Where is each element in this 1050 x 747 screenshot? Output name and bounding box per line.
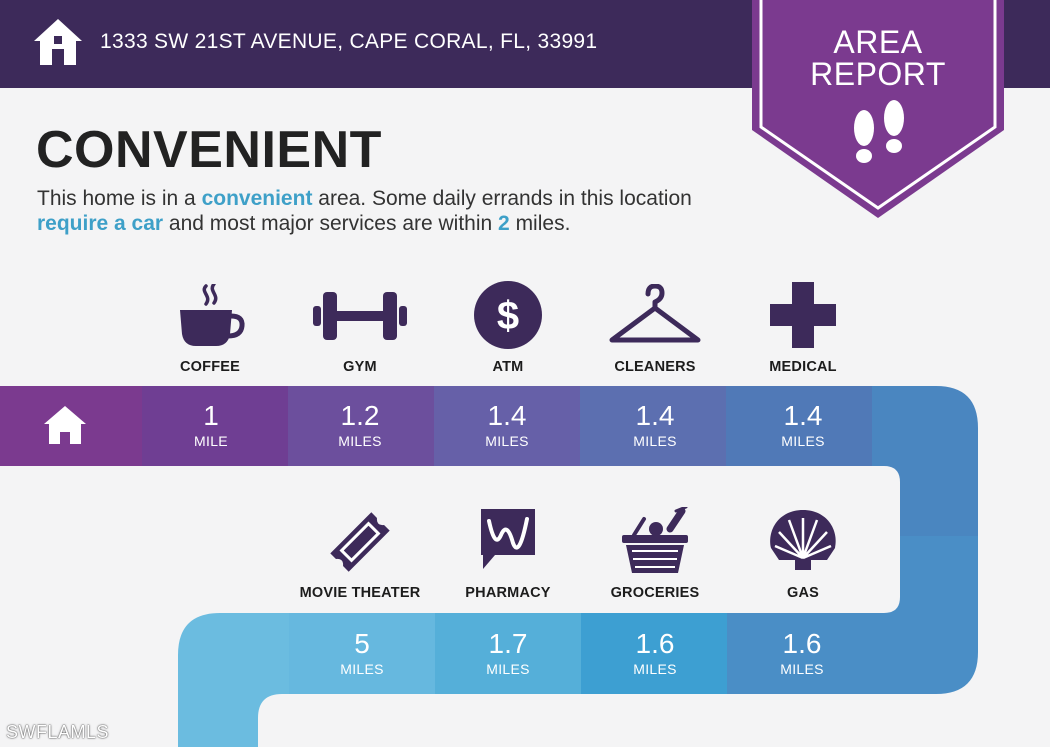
start-house-icon <box>44 406 86 444</box>
distance-cell-pharmacy: 1.7 MILES <box>435 630 581 678</box>
distance-value: 1.2 <box>340 400 380 431</box>
distance-value: 1.4 <box>487 400 527 431</box>
distance-cell-cleaners: 1.4 MILES <box>582 402 728 450</box>
desc-text-2: area. Some daily errands in this locatio… <box>312 187 692 210</box>
distance-cell-coffee: 1 MILE <box>138 402 284 450</box>
distance-value: 1.4 <box>783 400 823 431</box>
distance-unit: MILES <box>338 433 382 449</box>
distance-cell-gas: 1.6 MILES <box>729 630 875 678</box>
distance-unit: MILE <box>194 433 228 449</box>
distance-unit: MILES <box>340 661 384 677</box>
distance-unit: MILES <box>633 433 677 449</box>
distance-value: 1.6 <box>635 628 675 659</box>
distance-value: 1.6 <box>782 628 822 659</box>
desc-highlight-2: require a car <box>37 212 164 235</box>
amenity-label-gas: GAS <box>786 585 820 601</box>
footprints-icon <box>854 100 904 163</box>
distance-unit: MILES <box>633 661 677 677</box>
svg-text:$: $ <box>497 294 519 338</box>
amenity-label-coffee: COFFEE <box>179 359 240 375</box>
property-address: 1333 SW 21ST AVENUE, CAPE CORAL, FL, 339… <box>100 30 598 53</box>
distance-cell-groceries: 1.6 MILES <box>582 630 728 678</box>
medical-cross-icon <box>770 282 836 348</box>
distance-value: 1 <box>203 400 219 431</box>
shell-icon <box>770 510 836 570</box>
distance-value: 1.7 <box>488 628 528 659</box>
distance-value: 5 <box>354 628 370 659</box>
desc-highlight-3: 2 <box>498 212 510 235</box>
amenity-label-groceries: GROCERIES <box>610 585 700 601</box>
distance-cell-medical: 1.4 MILES <box>730 402 876 450</box>
badge-line-1: AREA <box>833 24 923 60</box>
dollar-coin-icon: $ <box>474 281 542 349</box>
amenity-label-cleaners: CLEANERS <box>614 359 696 375</box>
distance-unit: MILES <box>486 661 530 677</box>
desc-text-1: This home is in a <box>37 187 202 210</box>
amenity-label-pharmacy: PHARMACY <box>465 585 551 601</box>
coffee-cup-icon <box>180 284 245 346</box>
amenity-label-atm: ATM <box>492 359 524 375</box>
distance-unit: MILES <box>781 433 825 449</box>
distance-value: 1.4 <box>635 400 675 431</box>
desc-text-4: miles. <box>509 212 571 235</box>
hanger-icon <box>609 284 701 343</box>
amenity-label-movie-theater: MOVIE THEATER <box>299 585 421 601</box>
desc-highlight-1: convenient <box>201 187 313 210</box>
page-title: CONVENIENT <box>36 121 382 179</box>
distance-cell-gym: 1.2 MILES <box>287 402 433 450</box>
amenity-label-gym: GYM <box>343 359 377 375</box>
distance-unit: MILES <box>780 661 824 677</box>
distance-unit: MILES <box>485 433 529 449</box>
walgreens-w-icon <box>481 509 535 569</box>
grocery-basket-icon <box>622 507 688 573</box>
distance-cell-movie-theater: 5 MILES <box>289 630 435 678</box>
ticket-icon <box>330 512 390 572</box>
area-report-badge <box>752 0 1004 218</box>
amenity-label-medical: MEDICAL <box>769 359 837 375</box>
watermark: SWFLAMLS <box>6 722 110 742</box>
area-description: This home is in a convenient area. Some … <box>37 186 757 236</box>
badge-line-2: REPORT <box>810 56 946 92</box>
house-icon <box>34 19 82 65</box>
desc-text-3: and most major services are within <box>163 212 499 235</box>
dumbbell-icon <box>313 292 407 340</box>
badge-title: AREA REPORT <box>752 26 1004 90</box>
distance-cell-atm: 1.4 MILES <box>434 402 580 450</box>
